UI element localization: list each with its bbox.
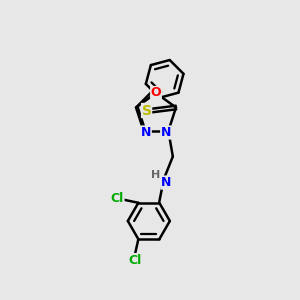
Text: S: S (142, 103, 152, 118)
Text: N: N (141, 126, 151, 139)
Text: Cl: Cl (111, 192, 124, 205)
Text: N: N (161, 176, 171, 189)
Text: H: H (151, 170, 160, 180)
Text: Cl: Cl (129, 254, 142, 267)
Text: N: N (161, 126, 171, 139)
Text: O: O (151, 86, 161, 100)
